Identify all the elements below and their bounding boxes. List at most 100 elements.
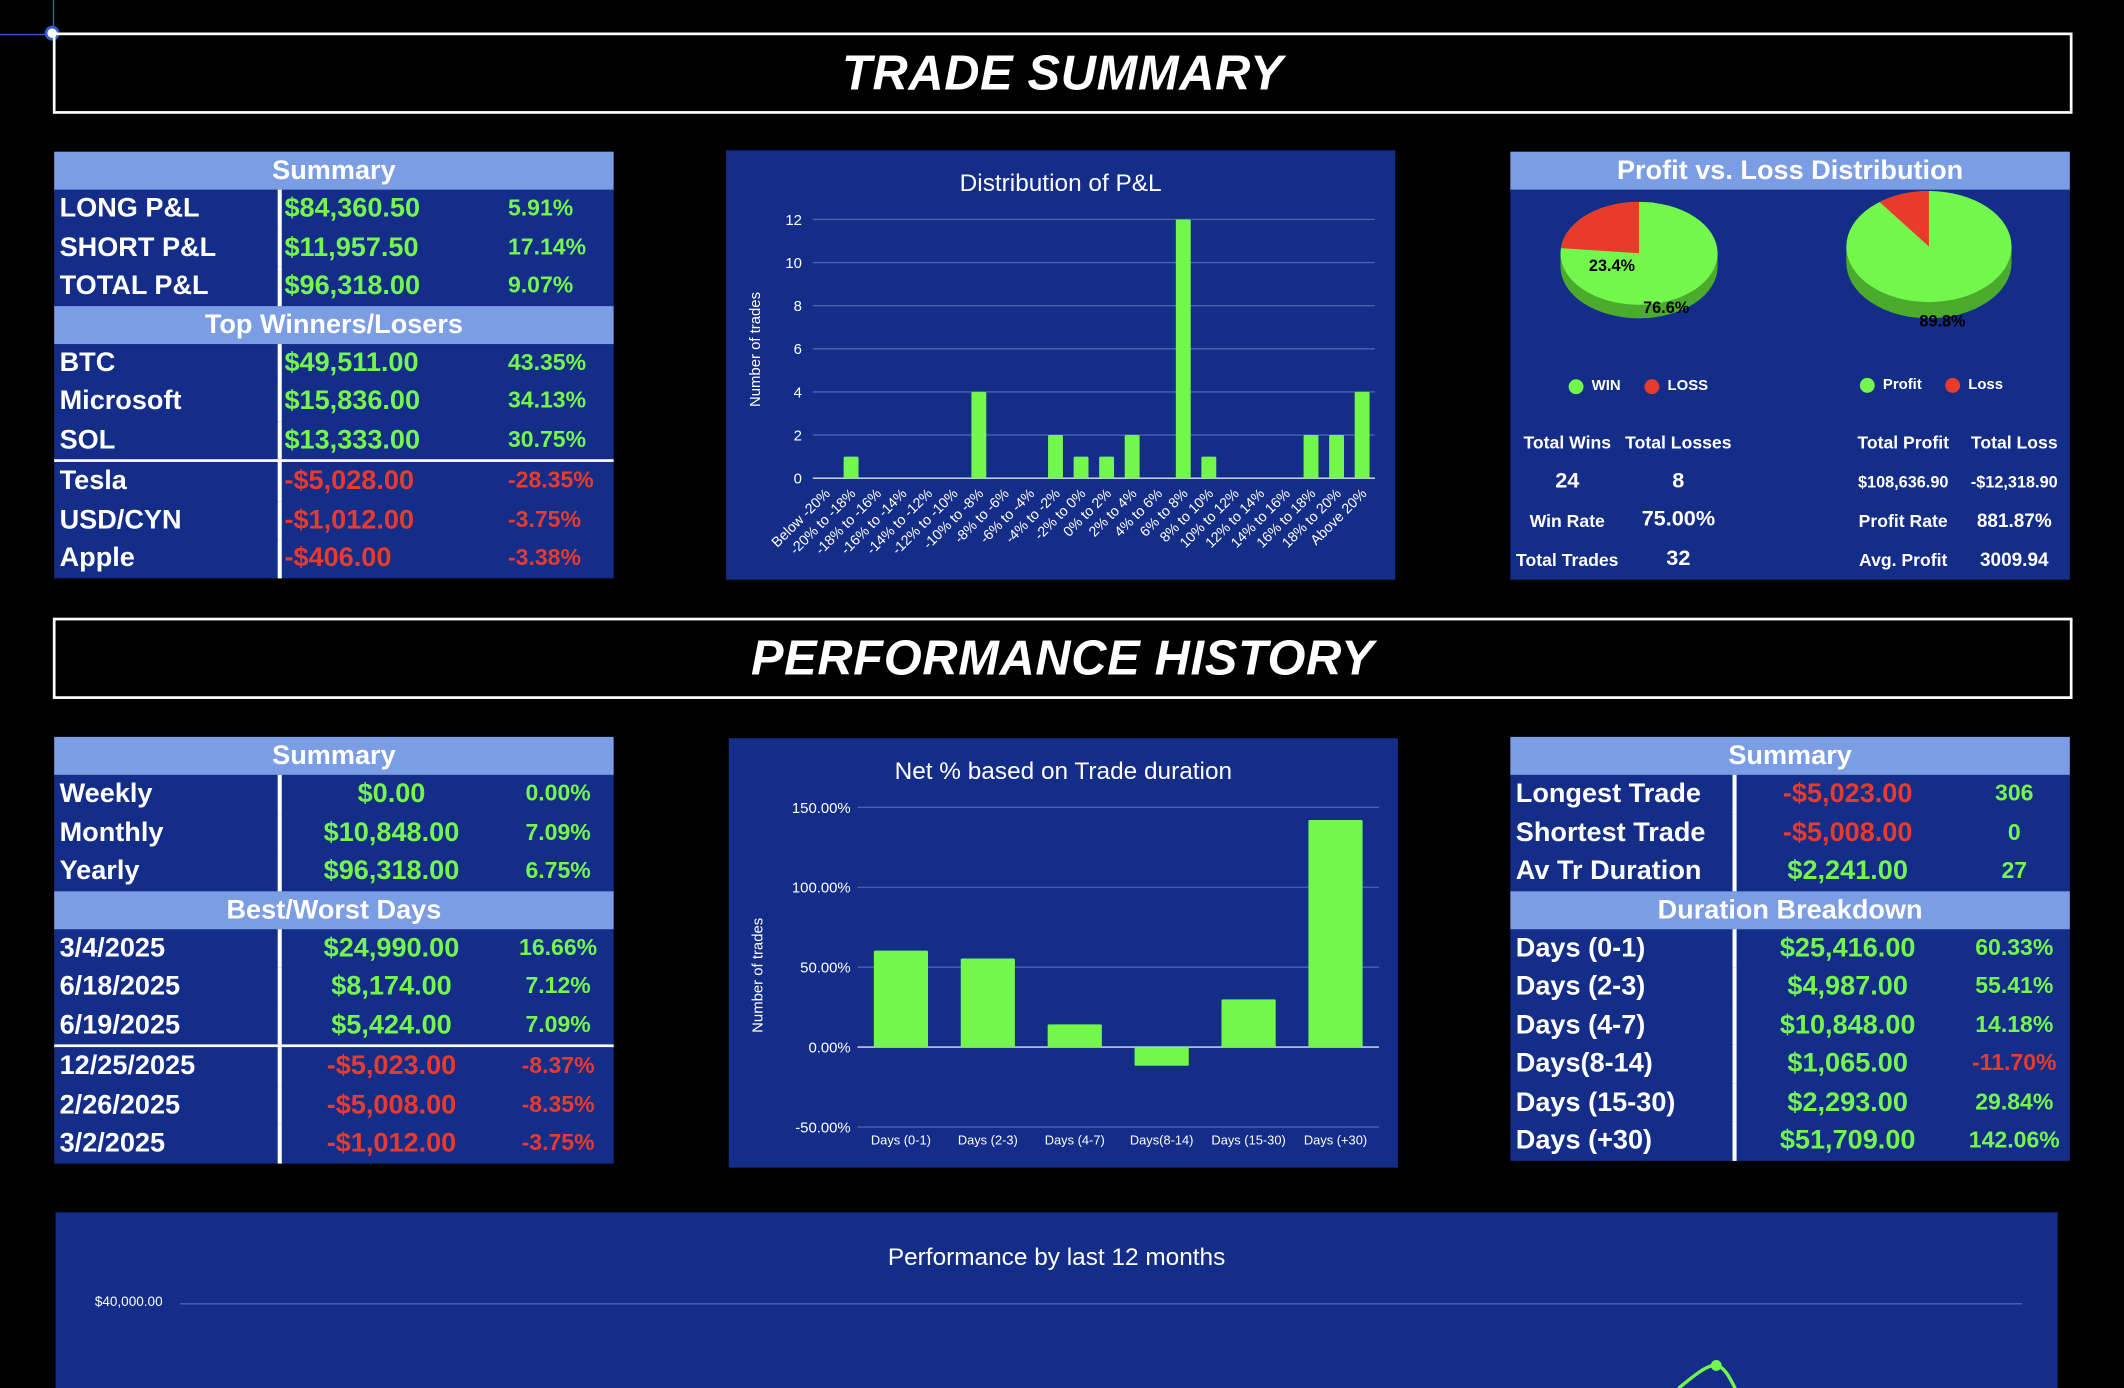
x-tick-label: Days (2-3) <box>958 1133 1018 1148</box>
row-percent: 142.06% <box>1968 1127 2060 1153</box>
row-percent: 34.13% <box>507 387 587 414</box>
y-tick-label: 6 <box>794 342 802 358</box>
column-divider <box>1732 928 1737 968</box>
table-row: 3/4/2025 $24,990.00 16.66% <box>54 928 613 968</box>
row-label: Tesla <box>59 465 127 496</box>
legend-dot <box>1945 377 1961 393</box>
total-loss-value: -$12,318.90 <box>1970 472 2058 492</box>
row-value: $96,318.00 <box>284 270 421 301</box>
column-divider <box>277 1085 282 1125</box>
row-label: USD/CYN <box>59 504 182 535</box>
row-value: -$1,012.00 <box>326 1128 457 1159</box>
gridline <box>180 1303 2023 1305</box>
column-divider <box>277 343 282 382</box>
pnl-distribution-chart: Distribution of P&L 0 2 4 6 8 10 12 Below -20% -… <box>726 150 1396 580</box>
legend-loss: LOSS <box>1644 378 1708 394</box>
pie-slice-positive[interactable] <box>1846 190 2012 303</box>
section-header: Top Winners/Losers <box>54 305 614 344</box>
bar[interactable] <box>843 456 859 479</box>
total-profit-value: $108,636.90 <box>1858 472 1949 492</box>
table-row: 12/25/2025 -$5,023.00 -8.37% <box>54 1047 613 1086</box>
column-divider <box>277 1124 282 1163</box>
table-row: Days (+30) $51,709.00 142.06% <box>1510 1121 2069 1161</box>
column-divider <box>1732 852 1737 891</box>
row-label: Days (0-1) <box>1515 932 1646 963</box>
row-value: -$406.00 <box>284 543 392 573</box>
row-label: Av Tr Duration <box>1515 856 1702 886</box>
row-value: $96,318.00 <box>323 856 460 886</box>
row-label: Apple <box>59 543 135 573</box>
series-line <box>1677 1363 1737 1388</box>
row-value: $10,848.00 <box>1779 1009 1916 1040</box>
bar[interactable] <box>971 391 987 479</box>
column-divider <box>277 1047 282 1086</box>
bar[interactable] <box>1303 435 1319 479</box>
bar[interactable] <box>1201 456 1217 479</box>
bar[interactable] <box>1099 456 1115 479</box>
cell-selection[interactable] <box>0 0 55 36</box>
bar[interactable] <box>960 958 1015 1048</box>
pie-slice-negative[interactable] <box>1879 190 1929 247</box>
chart-title: Distribution of P&L <box>959 169 1162 197</box>
row-percent: 7.09% <box>525 1011 591 1037</box>
column-divider <box>277 381 282 421</box>
bar[interactable] <box>1354 391 1370 479</box>
bar[interactable] <box>1175 219 1191 479</box>
section-header: Summary <box>54 736 614 775</box>
row-value: $2,241.00 <box>1787 856 1908 886</box>
row-value: $15,836.00 <box>284 386 421 416</box>
pie-slice-negative[interactable] <box>1560 201 1640 254</box>
y-tick-label: 2 <box>794 428 802 444</box>
row-percent: 6.75% <box>525 857 591 884</box>
legend-win: WIN <box>1568 378 1621 394</box>
y-tick-label: 8 <box>794 299 802 315</box>
profit-rate-label: Profit Rate <box>1858 510 1948 531</box>
bar[interactable] <box>1047 1024 1102 1048</box>
duration-summary-table: Summary Longest Trade -$5,023.00 306 Sho… <box>1510 736 2070 1161</box>
table-row: Days (0-1) $25,416.00 60.33% <box>1510 928 2069 968</box>
bar[interactable] <box>1329 435 1345 479</box>
row-label: LONG P&L <box>59 193 200 224</box>
table-row: Days (2-3) $4,987.00 55.41% <box>1510 967 2069 1006</box>
pie-charts: 76.6% 23.4% 89.8% <box>1560 190 2012 330</box>
legend-dot <box>1859 377 1875 393</box>
section-header: Summary <box>54 151 614 190</box>
total-trades-label: Total Trades <box>1516 549 1619 571</box>
column-divider <box>277 928 282 968</box>
row-value: -$5,023.00 <box>1782 778 1913 809</box>
row-label: SOL <box>59 424 116 455</box>
row-label: SHORT P&L <box>59 232 217 263</box>
section-header: Duration Breakdown <box>1510 890 2070 929</box>
row-label: Microsoft <box>59 386 182 416</box>
row-label: TOTAL P&L <box>59 270 209 301</box>
table-row: 6/19/2025 $5,424.00 7.09% <box>54 1005 613 1045</box>
row-percent: 14.18% <box>1975 1011 2054 1037</box>
bar[interactable] <box>1134 1047 1189 1066</box>
row-value: $25,416.00 <box>1779 932 1916 963</box>
row-label: Monthly <box>59 817 164 848</box>
table-row: Monthly $10,848.00 7.09% <box>54 813 613 853</box>
bar[interactable] <box>1073 456 1089 479</box>
row-value: $0.00 <box>357 778 426 809</box>
table-row: BTC $49,511.00 43.35% <box>54 343 613 382</box>
performance-summary-table: Summary Weekly $0.00 0.00% Monthly $10,8… <box>54 736 614 1163</box>
total-wins-label: Total Wins <box>1523 432 1612 453</box>
y-tick-label: 100.00% <box>792 881 851 897</box>
bar[interactable] <box>1048 435 1063 479</box>
x-tick-label: Days(8-14) <box>1130 1133 1194 1148</box>
row-label: Days (+30) <box>1515 1125 1653 1156</box>
bar[interactable] <box>1124 435 1140 479</box>
bar[interactable] <box>1221 999 1276 1048</box>
row-percent: 7.12% <box>525 972 591 999</box>
data-point[interactable] <box>1710 1360 1722 1371</box>
bar[interactable] <box>1308 820 1363 1048</box>
table-row: 2/26/2025 -$5,008.00 -8.35% <box>54 1085 613 1125</box>
column-divider <box>277 189 282 229</box>
row-value: $13,333.00 <box>284 424 421 455</box>
row-percent: 60.33% <box>1975 933 2054 960</box>
total-wins-value: 24 <box>1555 470 1580 494</box>
row-percent: 306 <box>1995 780 2034 806</box>
bar[interactable] <box>873 950 929 1048</box>
row-value: $8,174.00 <box>331 971 452 1002</box>
legend-profit: Profit <box>1859 377 1922 393</box>
